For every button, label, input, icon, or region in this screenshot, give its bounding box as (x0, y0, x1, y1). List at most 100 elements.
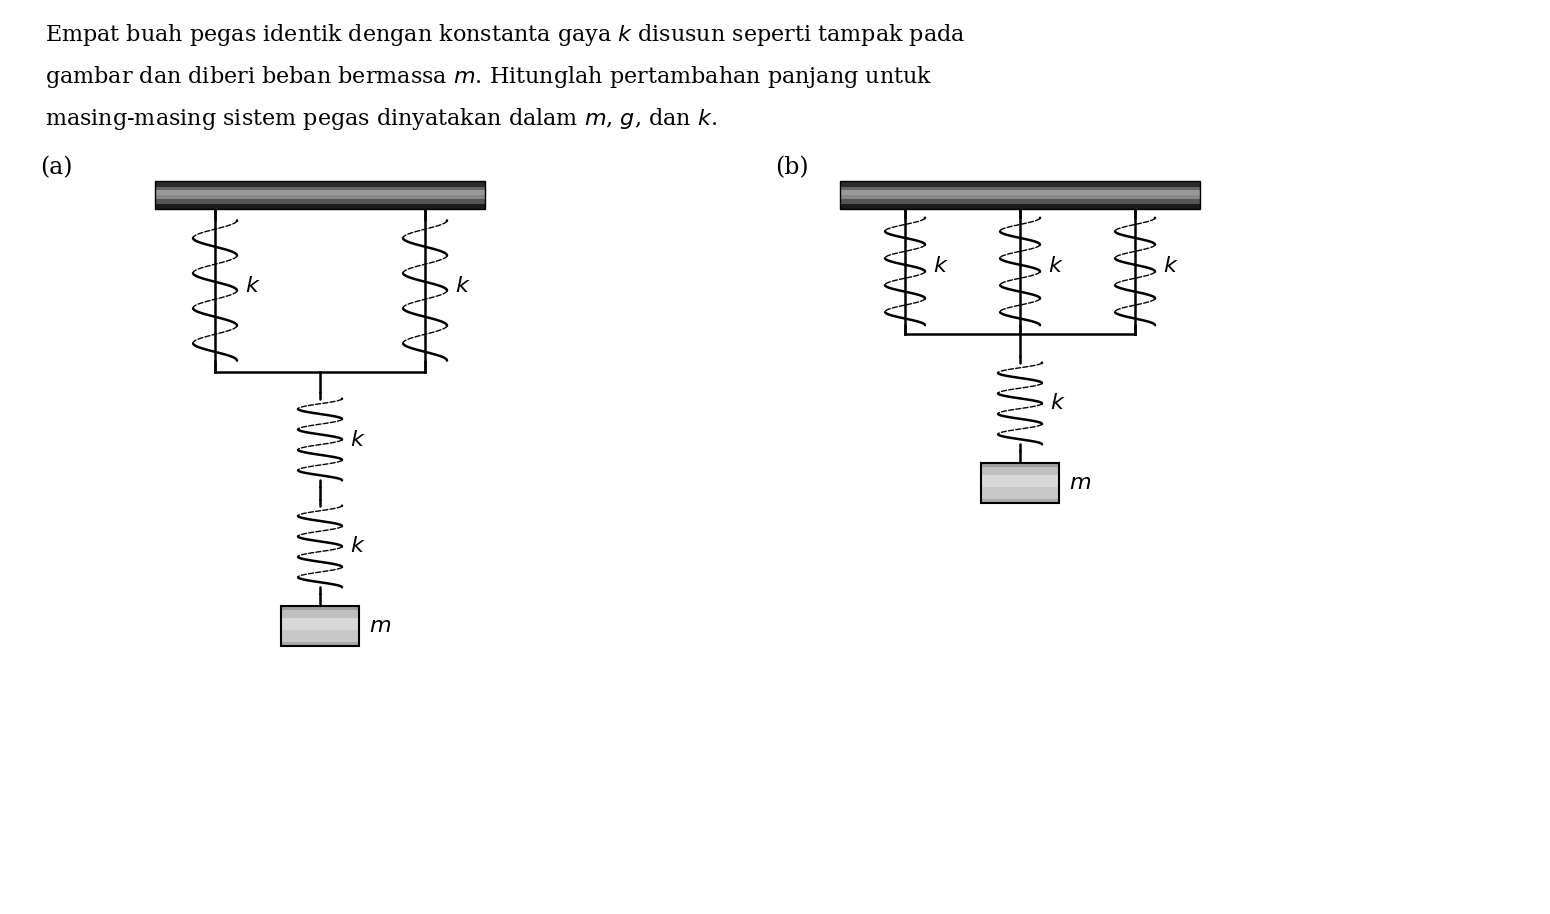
Text: masing-masing sistem pegas dinyatakan dalam $m$, $g$, dan $k$.: masing-masing sistem pegas dinyatakan da… (45, 106, 718, 132)
Bar (155, 203, 485, 204)
Bar (155, 186, 485, 187)
Bar (840, 190, 1200, 191)
Bar (281, 624, 360, 626)
Bar (155, 190, 485, 191)
Text: $k$: $k$ (245, 274, 260, 296)
Text: $k$: $k$ (933, 256, 949, 278)
Bar (981, 487, 1059, 489)
Bar (155, 199, 485, 200)
Bar (281, 612, 360, 614)
Bar (981, 465, 1059, 467)
Bar (840, 203, 1200, 204)
Bar (155, 187, 485, 188)
Bar (981, 491, 1059, 493)
Bar (840, 193, 1200, 194)
Bar (155, 204, 485, 205)
Bar (281, 632, 360, 634)
Bar (281, 628, 360, 630)
Bar (840, 181, 1200, 182)
Bar (281, 616, 360, 618)
Bar (840, 188, 1200, 189)
Bar (840, 185, 1200, 186)
Bar (981, 483, 1059, 485)
Bar (840, 197, 1200, 198)
Bar (981, 501, 1059, 503)
Text: $k$: $k$ (456, 274, 471, 296)
Bar (840, 207, 1200, 208)
Bar (281, 614, 360, 616)
Bar (281, 644, 360, 646)
Bar (981, 479, 1059, 481)
Bar (840, 205, 1200, 206)
Bar (840, 187, 1200, 188)
Bar (840, 198, 1200, 199)
Bar (155, 191, 485, 192)
Bar (281, 634, 360, 636)
Bar (981, 467, 1059, 469)
Text: gambar dan diberi beban bermassa $m$. Hitunglah pertambahan panjang untuk: gambar dan diberi beban bermassa $m$. Hi… (45, 64, 932, 90)
Text: $k$: $k$ (1162, 256, 1178, 278)
Bar (840, 195, 1200, 196)
Bar (155, 193, 485, 194)
Bar (281, 606, 360, 646)
Bar (155, 181, 485, 182)
Bar (840, 191, 1200, 192)
Bar (281, 608, 360, 610)
Text: (b): (b) (775, 156, 809, 179)
Text: $k$: $k$ (350, 536, 366, 558)
Bar (281, 642, 360, 644)
Text: $k$: $k$ (350, 429, 366, 451)
Bar (155, 189, 485, 190)
Bar (155, 184, 485, 185)
Bar (155, 206, 485, 207)
Bar (840, 186, 1200, 187)
Bar (281, 620, 360, 622)
Bar (155, 197, 485, 198)
Text: Empat buah pegas identik dengan konstanta gaya $k$ disusun seperti tampak pada: Empat buah pegas identik dengan konstant… (45, 22, 966, 48)
Bar (840, 184, 1200, 185)
Bar (155, 205, 485, 206)
Bar (281, 638, 360, 640)
Bar (155, 181, 485, 209)
Bar (981, 475, 1059, 477)
Bar (981, 477, 1059, 479)
Bar (981, 497, 1059, 499)
Bar (281, 618, 360, 620)
Bar (155, 196, 485, 197)
Bar (281, 626, 360, 628)
Text: $m$: $m$ (1070, 472, 1091, 494)
Bar (155, 200, 485, 201)
Bar (981, 463, 1059, 503)
Bar (155, 198, 485, 199)
Bar (840, 204, 1200, 205)
Text: $m$: $m$ (369, 615, 391, 637)
Bar (981, 499, 1059, 501)
Text: $k$: $k$ (1048, 256, 1063, 278)
Bar (281, 622, 360, 624)
Bar (155, 182, 485, 183)
Bar (840, 208, 1200, 209)
Text: (a): (a) (40, 156, 73, 179)
Bar (155, 188, 485, 189)
Bar (155, 183, 485, 184)
Bar (981, 489, 1059, 491)
Bar (981, 463, 1059, 465)
Bar (155, 201, 485, 203)
Bar (840, 189, 1200, 190)
Bar (155, 192, 485, 193)
Bar (981, 471, 1059, 473)
Bar (840, 194, 1200, 195)
Bar (981, 473, 1059, 475)
Bar (281, 636, 360, 638)
Bar (155, 195, 485, 196)
Bar (981, 481, 1059, 483)
Bar (155, 208, 485, 209)
Bar (840, 192, 1200, 193)
Bar (981, 485, 1059, 487)
Bar (840, 196, 1200, 197)
Bar (281, 606, 360, 608)
Bar (840, 200, 1200, 201)
Bar (840, 201, 1200, 203)
Bar (155, 185, 485, 186)
Bar (155, 207, 485, 208)
